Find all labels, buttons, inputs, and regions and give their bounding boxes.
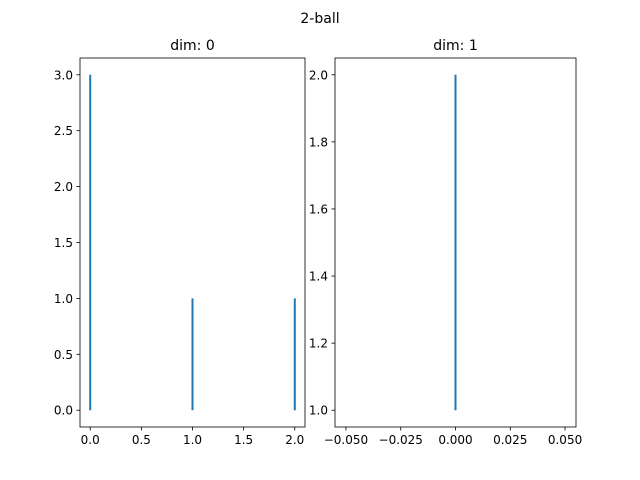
subplot-title: dim: 0 xyxy=(170,38,215,54)
y-tick-label: 1.4 xyxy=(309,270,328,284)
x-tick-label: 0.025 xyxy=(493,433,527,447)
subplot-dim-1: dim: 1 −0.050 −0.025 0.000 0.025 0.050 1.0 1.2 1… xyxy=(309,38,582,447)
y-tick-label: 2.0 xyxy=(54,180,73,194)
x-tick-label: 0.0 xyxy=(81,433,100,447)
x-tick-label: 0.050 xyxy=(548,433,582,447)
y-tick-label: 0.5 xyxy=(54,348,73,362)
y-tick-label: 1.2 xyxy=(309,337,328,351)
x-tick-label: 1.5 xyxy=(234,433,253,447)
axes-frame xyxy=(79,57,306,428)
y-tick-label: 1.5 xyxy=(54,236,73,250)
x-tick-label: 0.5 xyxy=(132,433,151,447)
y-tick-label: 1.0 xyxy=(54,292,73,306)
subplot-title: dim: 1 xyxy=(433,38,478,54)
y-tick-label: 1.6 xyxy=(309,202,328,216)
x-tick-label: −0.050 xyxy=(324,433,368,447)
y-tick-label: 2.0 xyxy=(309,68,328,82)
y-tick-label: 0.0 xyxy=(54,404,73,418)
y-tick-label: 1.8 xyxy=(309,135,328,149)
y-tick-label: 3.0 xyxy=(54,68,73,82)
x-tick-label: 0.000 xyxy=(438,433,472,447)
figure-title: 2-ball xyxy=(300,11,339,27)
y-tick-label: 1.0 xyxy=(309,404,328,418)
x-tick-label: −0.025 xyxy=(379,433,423,447)
x-tick-label: 1.0 xyxy=(183,433,202,447)
axes-frame xyxy=(334,57,577,428)
y-tick-label: 2.5 xyxy=(54,124,73,138)
subplot-dim-0: dim: 0 0.0 0.5 1.0 1.5 2.0 0.0 0.5 1.0 1.5 2.0 2.5 3… xyxy=(54,38,306,447)
x-tick-label: 2.0 xyxy=(285,433,304,447)
